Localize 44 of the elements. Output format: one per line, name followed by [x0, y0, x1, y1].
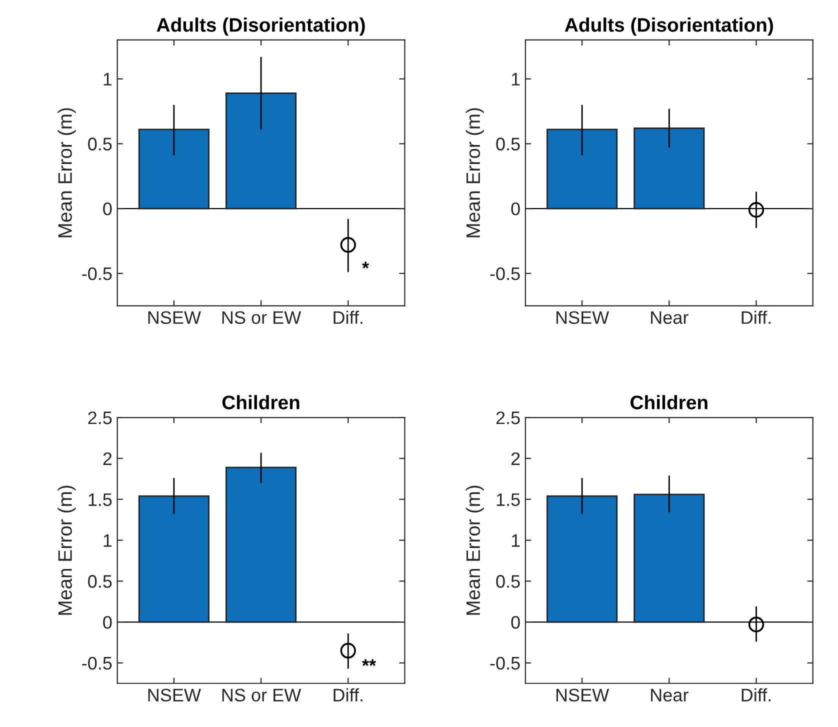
y-tick-label: -0.5: [82, 656, 112, 670]
y-tick-label: 0.5: [496, 138, 520, 150]
y-tick-label: 0.5: [496, 575, 520, 588]
y-axis-title: Mean Error (m): [466, 108, 484, 238]
chart-title: Adults (Disorientation): [564, 18, 773, 36]
x-tick-label: NSEW: [148, 688, 201, 702]
y-tick-label: 0.5: [88, 138, 112, 150]
x-tick-label: Near: [651, 311, 688, 324]
y-tick-label: 0: [103, 202, 112, 216]
x-tick-label: NSEW: [556, 311, 610, 324]
y-tick-label: 2.5: [496, 411, 520, 424]
y-tick-label: 0: [103, 616, 112, 629]
annotation: **: [362, 659, 376, 666]
x-tick-label: Diff.: [334, 688, 362, 702]
y-tick-label: 2.5: [88, 411, 112, 424]
y-axis-title: Mean Error (m): [58, 486, 76, 615]
x-tick-label: Near: [651, 688, 688, 702]
y-tick-label: 1: [512, 534, 520, 547]
y-tick-label: 0: [511, 616, 520, 629]
y-tick-label: 0.5: [88, 575, 112, 588]
x-tick-label: NS or EW: [222, 311, 302, 324]
y-tick-label: 0: [511, 202, 520, 216]
y-tick-label: 1: [512, 73, 520, 86]
x-tick-label: NSEW: [148, 311, 201, 324]
x-tick-label: Diff.: [334, 310, 362, 324]
y-tick-label: 2: [103, 452, 112, 465]
y-tick-label: 1: [104, 534, 112, 547]
y-tick-label: -0.5: [82, 267, 112, 280]
y-tick-label: 1.5: [88, 493, 112, 506]
x-tick-label: Diff.: [742, 310, 770, 324]
chart-title: Adults (Disorientation): [156, 18, 365, 36]
x-tick-label: NSEW: [556, 688, 610, 702]
chart-title: Children: [630, 395, 708, 410]
y-tick-label: 1.5: [496, 493, 520, 506]
x-tick-label: Diff.: [742, 688, 770, 702]
x-tick-label: NS or EW: [222, 688, 302, 702]
y-tick-label: 2: [511, 452, 520, 465]
y-axis-title: Mean Error (m): [466, 486, 484, 615]
chart-title: Children: [222, 395, 300, 410]
annotation: *: [362, 262, 370, 268]
y-tick-label: -0.5: [490, 656, 520, 670]
y-axis-title: Mean Error (m): [58, 108, 76, 238]
y-tick-label: 1: [104, 73, 112, 86]
y-tick-label: -0.5: [490, 267, 520, 280]
